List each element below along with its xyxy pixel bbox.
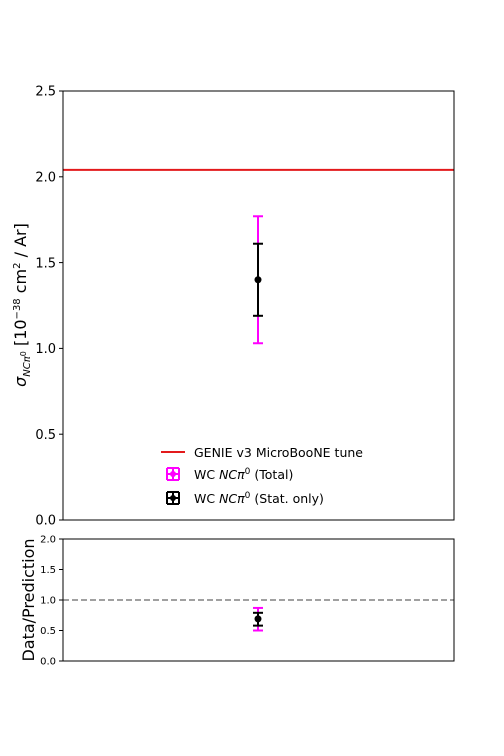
- legend: GENIE v3 MicroBooNE tune WC NCπ0 (Total): [161, 445, 363, 506]
- y-tick-label: 0.5: [35, 428, 56, 443]
- legend-stat-swatch: [166, 491, 180, 505]
- main-y-axis-label: σNCπ0 [10−38 cm2 / Ar]: [11, 223, 33, 387]
- y-tick-label: 2.0: [40, 535, 56, 546]
- measurement-point: [254, 276, 262, 284]
- y-tick-label: 0.0: [40, 657, 56, 668]
- main-panel: 0.0 0.5 1.0 1.5 2.0 2.5 σNCπ0 [10−38 cm2 / Ar…: [11, 85, 455, 529]
- ratio-y-ticks: 0.0 0.5 1.0 1.5 2.0: [40, 535, 63, 668]
- ratio-y-axis-label: Data/Prediction: [19, 538, 38, 661]
- legend-entry-genie: GENIE v3 MicroBooNE tune: [161, 445, 363, 460]
- legend-total-label: WC NCπ0 (Total): [194, 467, 293, 482]
- main-axes-frame: [62, 90, 455, 521]
- legend-genie-label: GENIE v3 MicroBooNE tune: [194, 445, 363, 460]
- legend-entry-stat: WC NCπ0 (Stat. only): [166, 491, 324, 506]
- y-tick-label: 2.0: [35, 170, 56, 185]
- y-tick-label: 2.5: [35, 85, 56, 100]
- main-marks: [63, 168, 454, 345]
- ratio-panel: 0.0 0.5 1.0 1.5 2.0 Data/Prediction: [19, 535, 455, 668]
- legend-entry-total: WC NCπ0 (Total): [166, 467, 293, 482]
- y-tick-label: 1.0: [35, 342, 56, 357]
- legend-stat-label: WC NCπ0 (Stat. only): [194, 491, 324, 506]
- ratio-marks: [63, 599, 454, 632]
- y-tick-label: 0.0: [35, 514, 56, 529]
- ratio-point: [254, 615, 262, 623]
- y-tick-label: 1.0: [40, 596, 56, 607]
- main-y-ticks: 0.0 0.5 1.0 1.5 2.0 2.5: [35, 85, 63, 529]
- y-tick-label: 1.5: [40, 565, 56, 576]
- legend-total-swatch: [166, 467, 180, 481]
- y-tick-label: 0.5: [40, 626, 56, 637]
- y-tick-label: 1.5: [35, 256, 56, 271]
